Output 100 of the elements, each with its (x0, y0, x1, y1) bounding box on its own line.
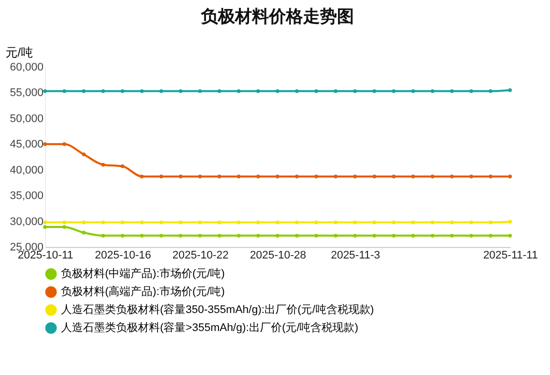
y-axis-title: 元/吨 (6, 46, 33, 60)
point (120, 89, 124, 94)
point (488, 220, 492, 224)
point (372, 220, 376, 224)
point (314, 234, 318, 238)
point (43, 142, 47, 146)
point (488, 174, 492, 178)
legend-label: 人造石墨类负极材料(容量>355mAh/g):出厂价(元/吨含税现款) (61, 321, 358, 334)
point (469, 234, 474, 238)
point (450, 220, 454, 224)
point (334, 234, 338, 238)
point (353, 174, 357, 178)
point (256, 89, 260, 94)
point (353, 234, 357, 238)
point (334, 89, 338, 94)
point (334, 174, 338, 178)
point (450, 174, 454, 178)
point (140, 174, 144, 178)
point (314, 89, 318, 94)
point (82, 220, 86, 224)
point (43, 220, 47, 224)
point (295, 89, 299, 94)
point (120, 234, 124, 238)
point (372, 234, 376, 238)
point (120, 220, 124, 224)
point (159, 220, 164, 224)
point (372, 174, 376, 178)
point (508, 174, 512, 178)
point (392, 220, 396, 224)
point (430, 234, 434, 238)
y-tick-label: 60,000 (10, 62, 44, 74)
y-tick-label: 30,000 (10, 216, 44, 228)
point (140, 220, 144, 224)
point (159, 89, 164, 94)
point (178, 220, 182, 224)
point (411, 234, 415, 238)
point (82, 89, 86, 94)
point (159, 234, 164, 238)
x-tick-label: 2025-10-28 (250, 250, 306, 262)
y-tick-label: 35,000 (10, 190, 44, 202)
point (101, 234, 105, 238)
point (392, 234, 396, 238)
point (236, 234, 241, 238)
point (508, 220, 512, 224)
legend-label: 人造石墨类负极材料(容量350-355mAh/g):出厂价(元/吨含税现款) (61, 303, 374, 316)
point (276, 89, 280, 94)
point (488, 234, 492, 238)
point (120, 164, 124, 168)
point (218, 234, 222, 238)
point (430, 220, 434, 224)
point (276, 220, 280, 224)
x-tick-label: 2025-11-3 (330, 250, 380, 262)
point (314, 174, 318, 178)
y-tick-label: 40,000 (10, 164, 44, 176)
point (62, 220, 66, 224)
legend-label: 负极材料(中端产品):市场价(元/吨) (61, 267, 225, 280)
point (450, 234, 454, 238)
point (236, 220, 241, 224)
point (101, 220, 105, 224)
point (488, 89, 492, 94)
point (236, 89, 241, 94)
point (198, 174, 202, 178)
point (256, 220, 260, 224)
point (62, 142, 66, 146)
point (411, 220, 415, 224)
point (43, 89, 47, 94)
point (178, 89, 182, 94)
point (295, 174, 299, 178)
point (198, 234, 202, 238)
point (236, 174, 241, 178)
point (276, 234, 280, 238)
point (218, 89, 222, 94)
chart-title: 负极材料价格走势图 (200, 7, 354, 26)
point (392, 89, 396, 94)
point (178, 174, 182, 178)
x-tick-label: 2025-10-16 (94, 250, 152, 262)
point (82, 152, 86, 156)
point (469, 174, 474, 178)
point (101, 162, 105, 167)
point (218, 174, 222, 178)
point (411, 89, 415, 94)
point (469, 220, 474, 224)
point (140, 234, 144, 238)
point (353, 89, 357, 94)
point (62, 225, 66, 229)
point (372, 89, 376, 94)
point (159, 174, 164, 178)
point (430, 174, 434, 178)
point (218, 220, 222, 224)
point (198, 220, 202, 224)
point (314, 220, 318, 224)
point (411, 174, 415, 178)
y-tick-label: 50,000 (10, 112, 44, 125)
point (82, 230, 86, 234)
point (508, 88, 512, 92)
legend-label: 负极材料(高端产品):市场价(元/吨) (61, 285, 225, 298)
point (295, 220, 299, 224)
point (256, 234, 260, 238)
point (508, 234, 512, 238)
point (276, 174, 280, 178)
